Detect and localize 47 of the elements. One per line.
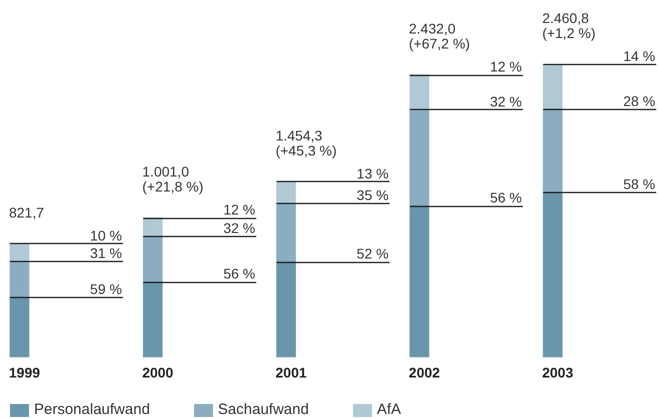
annotation: 32 % (490, 93, 522, 110)
annotation: 10 % (90, 227, 122, 244)
annotation: 58 % (623, 176, 656, 192)
bar (10, 243, 30, 262)
annotation: 32 % (223, 220, 256, 236)
annotation: 12 % (490, 58, 522, 75)
annotation: 821,7 (8, 204, 44, 220)
annotation: 2.460,8 (542, 10, 590, 26)
legend-label: Personalaufwand (34, 401, 150, 418)
annotation: (+45,3 %) (276, 142, 337, 158)
bar (542, 64, 563, 110)
x-tick-label: 2000 (142, 364, 174, 380)
annotation: 12 % (223, 202, 256, 218)
legend-label: Sachaufwand (218, 401, 309, 418)
annotation: 35 % (356, 186, 389, 203)
bar (142, 281, 163, 358)
annotation: 13 % (356, 165, 389, 182)
annotation: 31 % (90, 245, 122, 262)
annotation: 59 % (90, 281, 122, 298)
x-tick-label: 2001 (275, 364, 307, 380)
bar (410, 109, 430, 206)
legend-label: AfA (376, 401, 402, 418)
annotation: 52 % (356, 246, 389, 262)
bar (10, 260, 30, 298)
bar (142, 236, 163, 282)
annotation: 1.454,3 (276, 127, 322, 144)
bar (10, 296, 30, 358)
annotation: 1.001,0 (142, 164, 190, 180)
bar (410, 205, 430, 358)
bar (276, 261, 296, 358)
annotation: 56 % (490, 190, 522, 206)
annotation: (+67,2 %) (408, 36, 470, 52)
annotation: (+21,8 %) (142, 178, 204, 195)
annotation: (+1,2 %) (542, 25, 596, 41)
bar (276, 180, 296, 204)
x-tick-label: 1999 (8, 364, 40, 380)
bar (542, 192, 563, 358)
annotation: 28 % (623, 92, 656, 109)
annotation: 56 % (223, 266, 256, 282)
bar (410, 74, 430, 110)
x-tick-label: 2003 (542, 364, 574, 380)
bar (142, 217, 163, 236)
bar (542, 108, 563, 192)
annotation: 14 % (623, 48, 656, 64)
annotation: 2.432,0 (408, 20, 456, 37)
x-tick-label: 2002 (408, 364, 440, 380)
bar (276, 202, 296, 262)
